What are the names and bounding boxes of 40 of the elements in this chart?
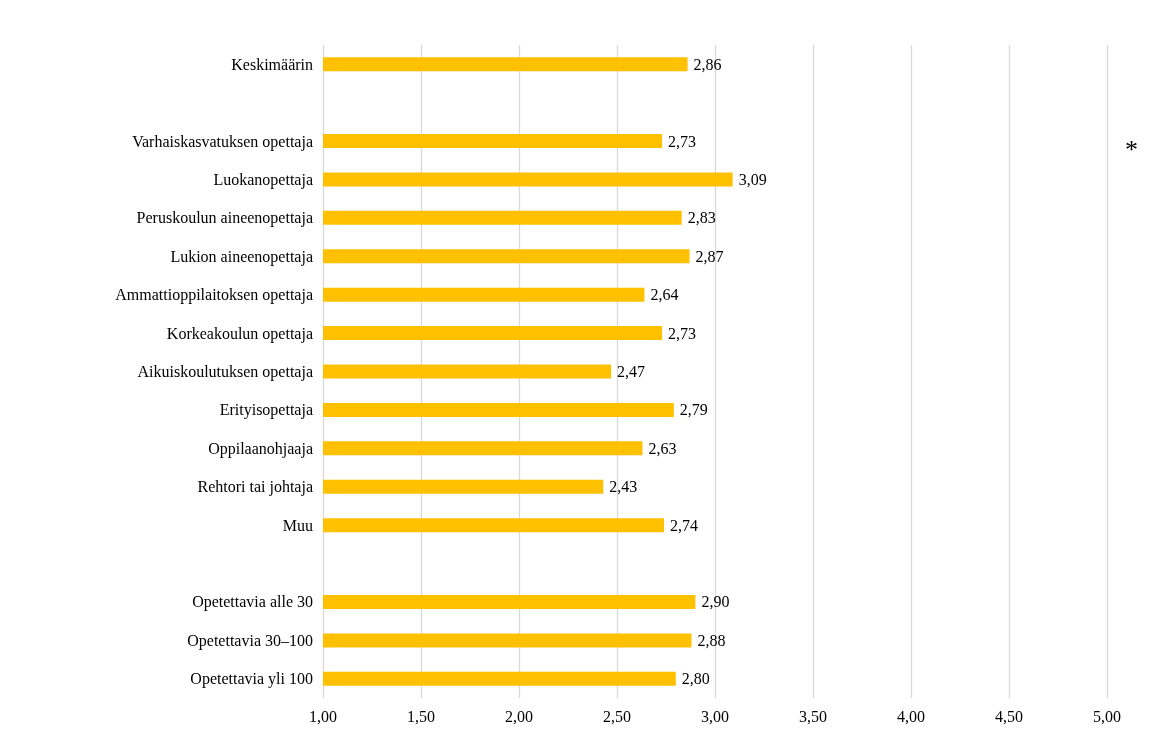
x-tick-label: 1,00	[309, 707, 337, 725]
x-tick-label: 2,50	[603, 707, 631, 725]
data-label: 2,64	[650, 286, 679, 304]
y-tick-label: Ammattioppilaitoksen opettaja	[115, 286, 313, 305]
x-tick-label: 4,00	[897, 707, 925, 725]
data-label: 2,86	[693, 55, 722, 73]
y-tick-label: Keskimäärin	[231, 55, 313, 73]
data-label: 2,73	[668, 132, 697, 150]
y-tick-label: Opetettavia alle 30	[192, 593, 313, 612]
y-tick-label: Oppilaanohjaaja	[208, 439, 313, 458]
y-tick-label: Korkeakoulun opettaja	[166, 324, 313, 343]
y-tick-label: Aikuiskoulutuksen opettaja	[137, 363, 313, 381]
y-tick-label: Varhaiskasvatuksen opettaja	[132, 132, 313, 151]
x-tick-label: 3,50	[799, 707, 827, 725]
data-label: 2,80	[681, 670, 710, 688]
data-label: 3,09	[738, 170, 767, 188]
data-label: 2,87	[695, 247, 724, 265]
data-label: 2,79	[679, 401, 708, 419]
data-label: 2,83	[687, 209, 716, 227]
text: *	[1125, 134, 1138, 164]
x-tick-label: 1,50	[407, 707, 435, 725]
data-label: 2,73	[668, 324, 697, 342]
y-tick-label: Opetettavia 30–100	[187, 631, 313, 650]
data-label: 2,74	[670, 516, 699, 534]
y-tick-label: Peruskoulun aineenopettaja	[136, 209, 313, 228]
x-tick-label: 5,00	[1093, 707, 1121, 725]
x-tick-label: 3,00	[701, 707, 729, 725]
y-tick-label: Opetettavia yli 100	[190, 670, 313, 689]
data-label: 2,90	[701, 593, 730, 611]
y-tick-label: Muu	[282, 516, 313, 534]
y-tick-label: Rehtori tai johtaja	[197, 478, 313, 497]
data-label: 2,43	[609, 478, 638, 496]
data-label: 2,47	[617, 363, 646, 380]
y-tick-label: Lukion aineenopettaja	[170, 247, 313, 266]
data-label: 2,88	[697, 631, 726, 649]
data-label: 2,63	[648, 439, 677, 457]
y-tick-label: Luokanopettaja	[213, 170, 313, 189]
x-tick-label: 4,50	[995, 707, 1023, 725]
y-tick-label: Erityisopettaja	[219, 401, 313, 420]
x-tick-label: 2,00	[505, 707, 533, 725]
